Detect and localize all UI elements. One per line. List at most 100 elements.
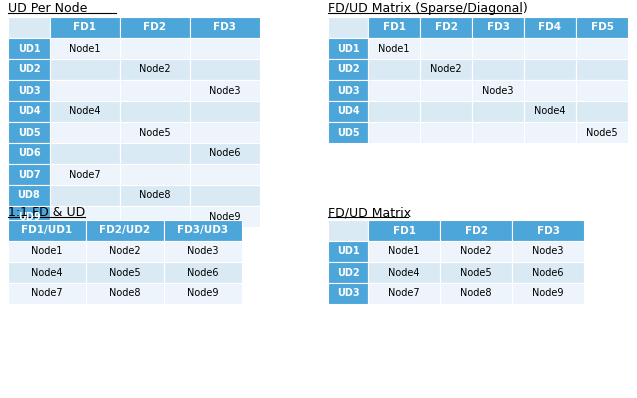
Bar — [420, 59, 472, 80]
Bar — [524, 59, 576, 80]
Bar — [576, 17, 628, 38]
Bar — [328, 241, 368, 262]
Bar — [50, 206, 120, 227]
Text: UD Per Node: UD Per Node — [8, 2, 87, 15]
Text: Node5: Node5 — [460, 267, 492, 277]
Text: FD2: FD2 — [464, 226, 487, 236]
Bar — [164, 283, 242, 304]
Bar — [328, 101, 368, 122]
Bar — [8, 59, 50, 80]
Bar — [576, 38, 628, 59]
Text: UD4: UD4 — [337, 107, 359, 117]
Bar — [164, 241, 242, 262]
Bar — [8, 80, 50, 101]
Bar — [190, 164, 260, 185]
Text: FD/UD Matrix: FD/UD Matrix — [328, 206, 411, 219]
Text: UD9: UD9 — [18, 211, 40, 222]
Text: FD1: FD1 — [73, 23, 96, 33]
Bar — [8, 38, 50, 59]
Bar — [472, 80, 524, 101]
Bar — [472, 38, 524, 59]
Bar — [190, 17, 260, 38]
Text: UD1: UD1 — [337, 43, 359, 53]
Text: Node1: Node1 — [69, 43, 101, 53]
Text: Node8: Node8 — [140, 191, 171, 201]
Text: FD3: FD3 — [536, 226, 559, 236]
Bar — [190, 185, 260, 206]
Bar — [50, 122, 120, 143]
Text: UD2: UD2 — [18, 64, 40, 74]
Bar — [328, 59, 368, 80]
Text: Node3: Node3 — [482, 86, 514, 96]
Bar — [8, 241, 86, 262]
Bar — [8, 206, 50, 227]
Text: UD2: UD2 — [337, 267, 359, 277]
Bar — [420, 122, 472, 143]
Text: UD5: UD5 — [18, 127, 40, 137]
Bar — [190, 101, 260, 122]
Bar — [120, 122, 190, 143]
Text: Node3: Node3 — [209, 86, 241, 96]
Text: Node4: Node4 — [31, 267, 63, 277]
Bar — [120, 38, 190, 59]
Text: UD3: UD3 — [337, 86, 359, 96]
Bar — [8, 220, 86, 241]
Bar — [512, 262, 584, 283]
Text: Node7: Node7 — [388, 289, 420, 298]
Bar — [368, 101, 420, 122]
Bar — [524, 101, 576, 122]
Bar — [8, 185, 50, 206]
Bar — [368, 59, 420, 80]
Text: UD1: UD1 — [18, 43, 40, 53]
Text: UD3: UD3 — [337, 289, 359, 298]
Text: Node7: Node7 — [69, 170, 101, 179]
Bar — [472, 122, 524, 143]
Bar — [524, 38, 576, 59]
Bar — [328, 220, 368, 241]
Bar — [420, 38, 472, 59]
Bar — [420, 80, 472, 101]
Bar — [50, 80, 120, 101]
Text: Node7: Node7 — [31, 289, 63, 298]
Text: Node1: Node1 — [378, 43, 410, 53]
Bar — [8, 101, 50, 122]
Bar — [50, 59, 120, 80]
Text: Node1: Node1 — [388, 246, 420, 256]
Bar — [164, 262, 242, 283]
Bar — [440, 220, 512, 241]
Bar — [8, 17, 50, 38]
Bar — [50, 38, 120, 59]
Bar — [512, 283, 584, 304]
Bar — [120, 59, 190, 80]
Bar — [190, 59, 260, 80]
Bar — [328, 262, 368, 283]
Bar — [86, 220, 164, 241]
Text: FD3/UD3: FD3/UD3 — [178, 226, 229, 236]
Bar — [512, 241, 584, 262]
Bar — [120, 143, 190, 164]
Bar — [190, 122, 260, 143]
Bar — [120, 185, 190, 206]
Bar — [190, 80, 260, 101]
Text: Node4: Node4 — [388, 267, 420, 277]
Bar — [50, 185, 120, 206]
Text: Node6: Node6 — [209, 148, 241, 158]
Bar — [328, 17, 368, 38]
Bar — [368, 220, 440, 241]
Bar — [86, 283, 164, 304]
Text: FD/UD Matrix (Sparse/Diagonal): FD/UD Matrix (Sparse/Diagonal) — [328, 2, 527, 15]
Text: Node1: Node1 — [31, 246, 63, 256]
Bar — [524, 122, 576, 143]
Text: Node3: Node3 — [187, 246, 218, 256]
Text: Node5: Node5 — [140, 127, 171, 137]
Text: Node4: Node4 — [69, 107, 101, 117]
Text: Node9: Node9 — [187, 289, 218, 298]
Bar — [50, 101, 120, 122]
Bar — [576, 80, 628, 101]
Bar — [368, 262, 440, 283]
Bar — [8, 262, 86, 283]
Bar — [440, 283, 512, 304]
Text: Node5: Node5 — [109, 267, 141, 277]
Bar — [328, 38, 368, 59]
Bar — [524, 80, 576, 101]
